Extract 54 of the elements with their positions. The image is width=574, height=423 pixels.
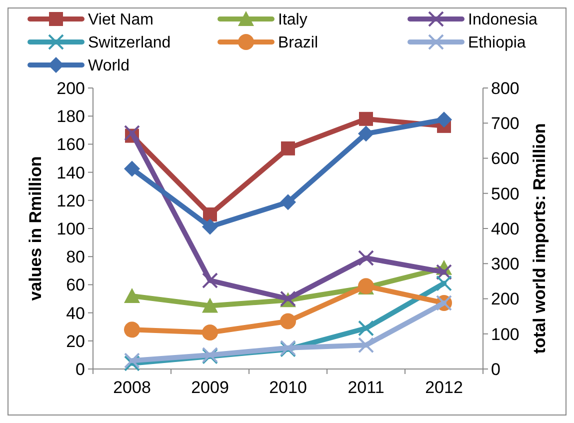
point [280,313,296,330]
point [359,112,373,126]
point [202,298,218,313]
x-tick-label: 2010 [269,378,307,397]
point [358,337,374,354]
y2-tick-label: 100 [491,324,520,344]
y-axis-title: values in Rmillion [26,156,45,301]
point [358,250,374,266]
y-tick-label: 20 [66,332,85,351]
legend-label: Ethiopia [468,34,526,52]
legend-label: Switzerland [88,34,171,52]
y2-axis-title: total world imports: Rmillion [530,123,549,354]
x-tick-label: 2008 [113,378,151,397]
point [203,207,217,222]
x-tick-label: 2011 [348,378,384,397]
y2-tick-label: 300 [491,254,520,274]
point [436,264,452,280]
point [436,275,452,292]
y-tick-label: 200 [56,78,85,98]
y2-tick-label: 200 [491,290,520,309]
y2-tick-label: 700 [491,114,520,134]
point [280,194,296,210]
point [202,218,218,235]
y-tick-label: 60 [66,276,85,295]
y-tick-label: 140 [56,163,85,182]
y-tick-label: 160 [56,135,85,154]
legend-label: Italy [278,12,308,29]
y-tick-label: 120 [56,191,85,210]
legend-label: Indonesia [468,12,538,29]
x-tick-label: 2012 [425,378,463,397]
y-tick-label: 80 [66,248,85,267]
point [124,288,140,303]
point [358,320,374,336]
y-tick-label: 40 [66,304,85,323]
point [358,126,374,142]
point [124,124,140,141]
legend-label: World [88,58,130,75]
point [124,322,140,338]
point [202,324,218,340]
y-tick-label: 100 [56,219,85,238]
y2-tick-label: 500 [491,184,520,204]
point [436,112,452,128]
point [281,141,295,156]
y2-tick-label: 600 [491,149,520,168]
legend-label: Viet Nam [88,12,154,29]
point [124,160,140,177]
y-tick-label: 180 [56,107,85,126]
x-tick-label: 2009 [191,378,229,397]
y-tick-label: 0 [76,360,85,379]
y2-tick-label: 800 [491,78,520,98]
y2-tick-label: 0 [491,360,500,379]
point [202,272,218,288]
legend-label: Brazil [278,34,318,52]
y2-tick-label: 400 [491,219,520,238]
